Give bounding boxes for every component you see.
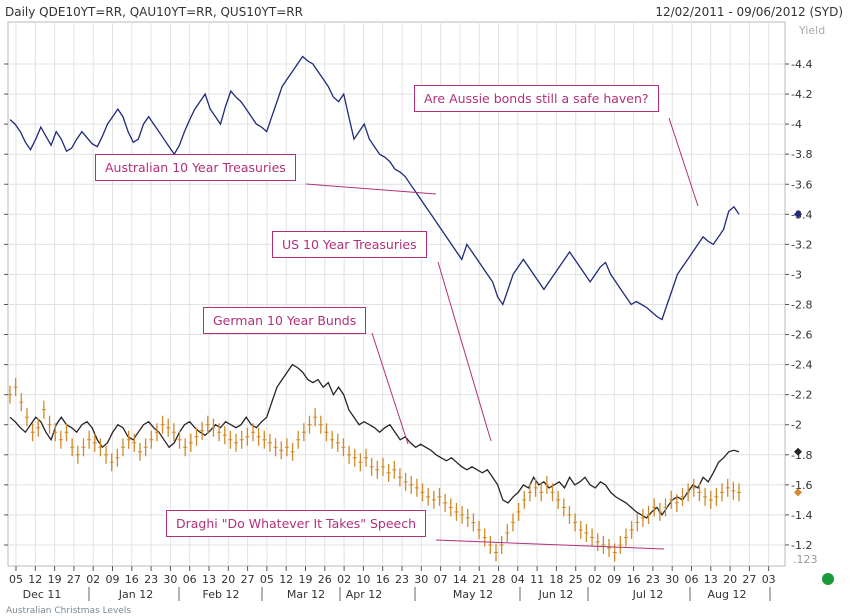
callout-australian: Australian 10 Year Treasuries [95,154,296,181]
month-label: May 12 [453,588,493,601]
x-tick-label: 12 [28,573,42,586]
callout-leaders [305,117,699,550]
x-tick-label: 12 [279,573,293,586]
leader-line [371,332,409,445]
x-tick-label: 27 [742,573,756,586]
y-tick-label: -1.2 [791,539,812,552]
footer-note: Australian Christmas Levels [6,606,132,616]
series-layer [8,55,741,562]
x-tick-label: 23 [144,573,158,586]
status-indicator [822,573,834,585]
month-label: Dec 11 [23,588,62,601]
month-label: Mar 12 [287,588,325,601]
x-tick-label: 28 [492,573,506,586]
leader-line [437,261,492,442]
x-tick-label: 21 [472,573,486,586]
x-tick-label: 19 [299,573,313,586]
x-tick-label: 11 [530,573,544,586]
x-tick-label: 26 [318,573,332,586]
x-tick-label: 13 [704,573,718,586]
x-tick-label: 27 [241,573,255,586]
y-axis-title: Yield [798,24,825,37]
x-tick-label: 13 [202,573,216,586]
x-tick-label: 04 [511,573,525,586]
x-tick-label: 14 [453,573,467,586]
x-tick-label: 27 [67,573,81,586]
germany-end-marker [794,488,802,497]
x-tick-label: 30 [163,573,177,586]
x-tick-label: 30 [414,573,428,586]
y-tick-label: -4.4 [791,58,812,71]
leader-line [435,539,665,550]
callout-aussie: Are Aussie bonds still a safe haven? [414,85,659,112]
y-axis: -4.4 -4.2 -4 -3.8 -3.6 -3.4 -3.2 -3 -2.8 -2.6 -2.4… [4,24,825,566]
x-tick-label: 09 [106,573,120,586]
x-tick-label: 07 [434,573,448,586]
month-label: Apr 12 [346,588,383,601]
x-tick-label: 09 [607,573,621,586]
x-tick-label: 16 [376,573,390,586]
y-tick-label: -4.2 [791,88,812,101]
y-tick-label: -3.6 [791,178,812,191]
us-line [9,363,740,519]
chart-title: Daily QDE10YT=RR, QAU10YT=RR, QUS10YT=RR [5,5,303,19]
y-tick-label: -1.8 [791,449,812,462]
australia-end-marker [794,210,802,219]
plot-border [7,21,786,567]
y-tick-label: -3 [791,268,802,281]
y-tick-label: -2.8 [791,298,812,311]
x-tick-label: 25 [569,573,583,586]
y-bottom-label: .123 [793,553,818,566]
month-label: Feb 12 [203,588,240,601]
x-tick-label: 10 [356,573,370,586]
x-tick-label: 16 [125,573,139,586]
x-tick-label: 23 [646,573,660,586]
date-range: 12/02/2011 - 09/06/2012 (SYD) [655,5,843,19]
month-label: Jan 12 [118,588,153,601]
x-tick-label: 30 [665,573,679,586]
grid [7,21,786,567]
x-tick-label: 05 [9,573,23,586]
x-tick-label: 02 [337,573,351,586]
callout-draghi: Draghi "Do Whatever It Takes" Speech [166,510,427,537]
y-tick-label: -2.2 [791,389,812,402]
x-tick-label: 05 [260,573,274,586]
y-tick-label: -3.8 [791,148,812,161]
x-tick-label: 06 [183,573,197,586]
y-tick-label: -2.6 [791,329,812,342]
month-label: Jun 12 [538,588,574,601]
x-tick-label: 03 [762,573,776,586]
x-tick-label: 23 [395,573,409,586]
leader-line [668,117,699,207]
y-tick-label: -2 [791,419,802,432]
month-label: Jul 12 [632,588,664,601]
leader-line [305,183,437,195]
x-tick-label: 02 [588,573,602,586]
x-tick-label: 06 [685,573,699,586]
y-tick-label: -1.6 [791,479,812,492]
callout-german: German 10 Year Bunds [203,307,367,334]
x-tick-label: 20 [221,573,235,586]
x-axis: 05 12 19 27 02 09 16 23 30 06 13 20 27 05 12 19 26 02 10 16… [9,566,776,601]
x-tick-label: 02 [86,573,100,586]
y-tick-label: -4 [791,118,802,131]
month-label: Aug 12 [708,588,747,601]
australia-line [9,55,740,321]
us-end-marker [794,447,802,456]
x-tick-label: 19 [48,573,62,586]
y-tick-label: -2.4 [791,359,812,372]
x-tick-label: 18 [549,573,563,586]
y-tick-label: -3.4 [791,208,812,221]
y-tick-label: -1.4 [791,509,812,522]
callout-us: US 10 Year Treasuries [272,231,427,258]
y-tick-label: -3.2 [791,238,812,251]
x-tick-label: 20 [723,573,737,586]
x-tick-label: 16 [627,573,641,586]
